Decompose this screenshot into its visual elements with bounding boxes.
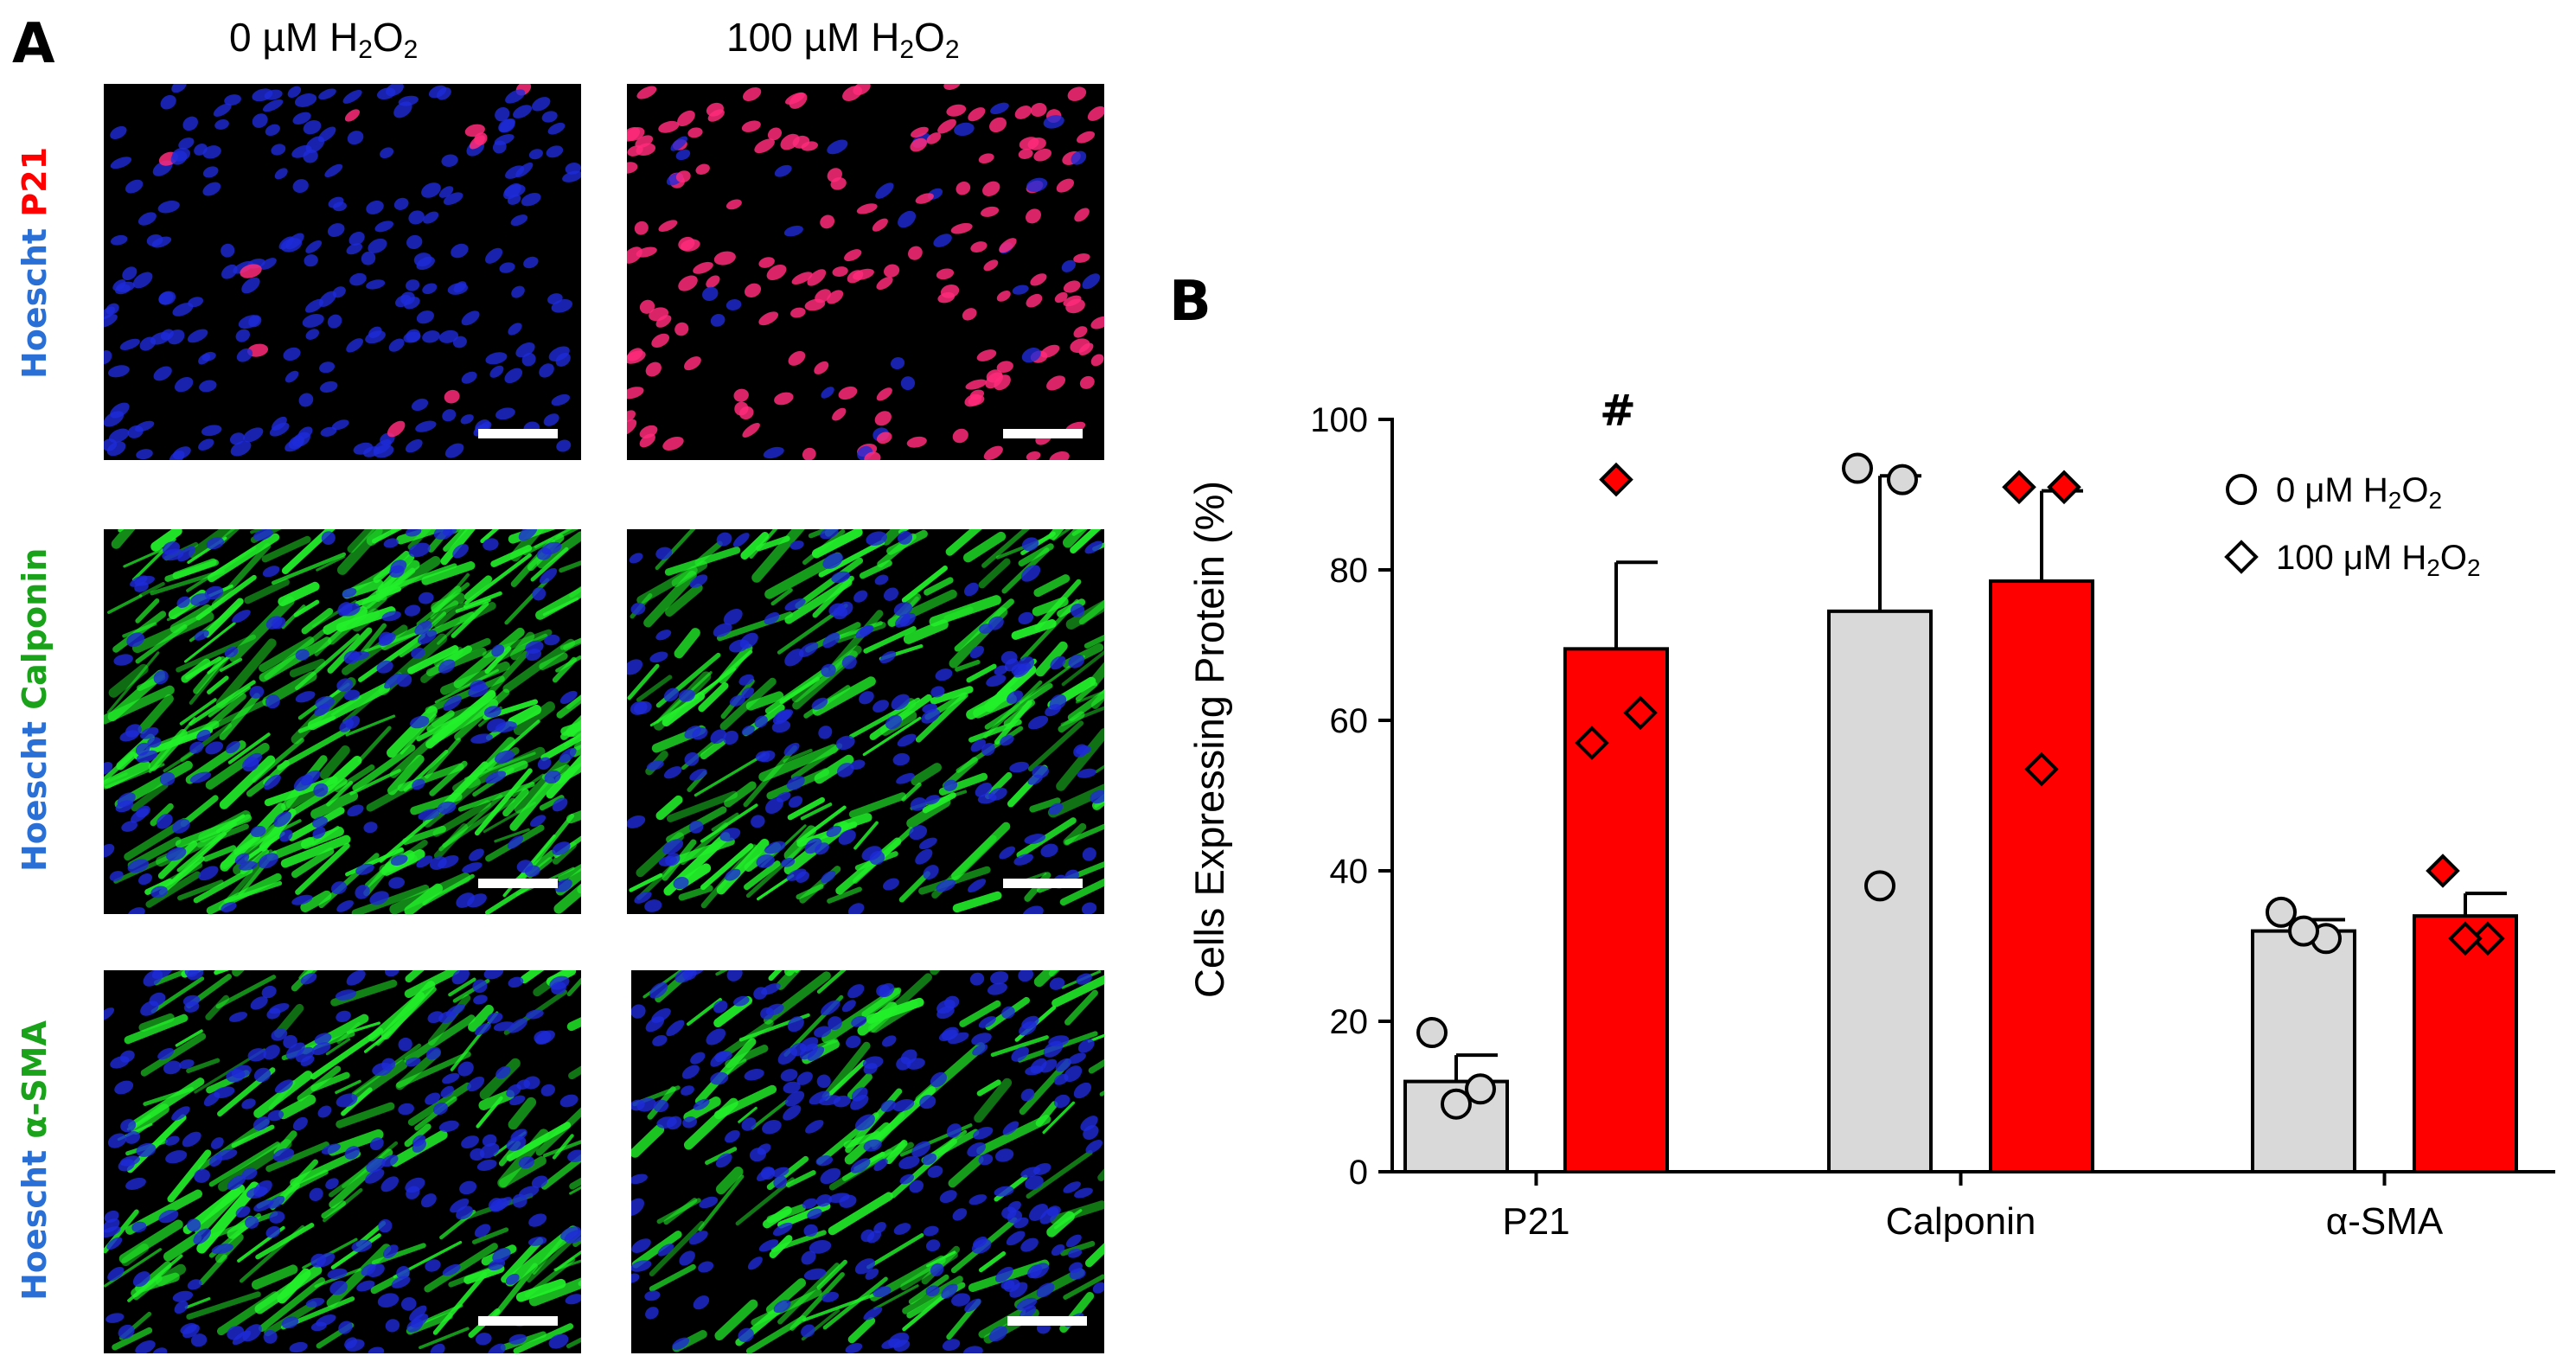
- legend-circle-marker: [2226, 474, 2257, 505]
- bar-chart: 0 20 40 60 80 100 P21 Calponin α-SMA Cells Expre…: [1186, 386, 2555, 1243]
- row-label-p21: Hoescht P21: [16, 146, 54, 379]
- data-point-circle: [2266, 896, 2297, 928]
- y-tick-label: 100: [1310, 401, 1368, 439]
- panel-b-letter: B: [1169, 270, 1211, 334]
- row-label-calponin: Hoescht Calponin: [16, 547, 54, 872]
- micrograph-alpha-sma-100uM: [631, 970, 1104, 1353]
- micrograph-p21-0uM: [104, 84, 581, 460]
- row-label-alpha-sma: Hoescht α-SMA: [16, 1020, 54, 1301]
- legend: 0 μM H2O2 100 μM H2O2: [2224, 471, 2481, 581]
- scale-bar: [478, 1316, 558, 1326]
- data-point-diamond: [1623, 695, 1658, 731]
- data-point-circle: [1887, 464, 1918, 496]
- y-tick-label: 40: [1330, 853, 1369, 891]
- data-point-diamond: [1599, 462, 1633, 497]
- bar-1-1: [1989, 579, 2094, 1173]
- y-tick-label: 80: [1330, 552, 1369, 590]
- x-tick-label: α-SMA: [2326, 1200, 2444, 1243]
- bar-1-2: [2413, 914, 2518, 1173]
- panel-a-letter: A: [12, 12, 55, 76]
- y-tick-label: 20: [1330, 1003, 1369, 1041]
- micrograph-p21-100uM: [627, 84, 1104, 460]
- legend-label-100uM: 100 μM H2O2: [2276, 539, 2481, 581]
- micrograph-alpha-sma-0uM: [104, 970, 581, 1353]
- data-point-circle: [2288, 915, 2319, 947]
- data-point-diamond: [1575, 726, 1609, 760]
- significance-mark: #: [1600, 386, 1636, 436]
- scale-bar: [1003, 429, 1083, 438]
- scale-bar: [1007, 1316, 1087, 1326]
- micrograph-calponin-100uM: [627, 529, 1104, 914]
- scale-bar: [478, 879, 558, 888]
- data-point-circle: [1441, 1088, 1472, 1120]
- data-point-diamond: [2002, 470, 2036, 505]
- micrograph-calponin-0uM: [104, 529, 581, 914]
- x-tick-label: P21: [1502, 1200, 1569, 1243]
- y-tick-label: 60: [1330, 702, 1369, 740]
- bar-1-0: [1563, 647, 1669, 1174]
- data-point-diamond: [2426, 854, 2460, 888]
- y-axis-label: Cells Expressing Protein (%): [1186, 481, 1232, 998]
- bar-0-2: [2251, 929, 2356, 1173]
- column-header-100uM: 100 µM H2O2: [726, 15, 960, 64]
- data-point-circle: [1842, 452, 1873, 484]
- legend-label-0uM: 0 μM H2O2: [2276, 471, 2442, 514]
- data-point-circle: [1864, 870, 1895, 902]
- data-point-diamond: [2448, 921, 2483, 956]
- scale-bar: [478, 429, 558, 438]
- x-tick-label: Calponin: [1886, 1200, 2036, 1243]
- data-point-circle: [1465, 1073, 1496, 1105]
- y-tick-label: 0: [1349, 1154, 1368, 1192]
- data-point-diamond: [2047, 470, 2081, 505]
- legend-diamond-marker: [2224, 540, 2259, 574]
- data-point-diamond: [2024, 751, 2059, 787]
- scale-bar: [1003, 879, 1083, 888]
- data-point-diamond: [2471, 921, 2505, 956]
- data-point-circle: [1416, 1017, 1448, 1049]
- column-header-0uM: 0 µM H2O2: [229, 15, 419, 64]
